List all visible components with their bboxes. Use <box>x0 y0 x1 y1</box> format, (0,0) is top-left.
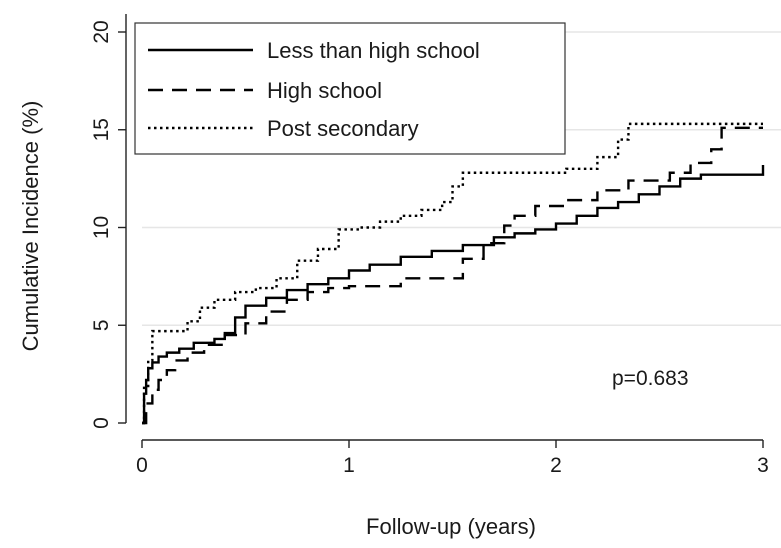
ticks: 0 5 10 15 20 0 1 2 3 <box>90 20 769 477</box>
series-line-less-than-high-school <box>142 164 765 425</box>
series-layer <box>142 122 765 425</box>
y-tick-label-2: 10 <box>90 216 113 239</box>
legend-label-high-school: High school <box>267 78 382 103</box>
x-tick-label-2: 2 <box>550 454 562 477</box>
y-tick-label-0: 0 <box>90 417 113 429</box>
x-tick-label-1: 1 <box>343 454 355 477</box>
y-tick-label-3: 15 <box>90 118 113 141</box>
axes <box>125 14 763 441</box>
p-value-annotation: p=0.683 <box>612 367 689 390</box>
x-axis-label: Follow-up (years) <box>366 514 536 539</box>
y-tick-label-4: 20 <box>90 20 113 43</box>
series-line-high-school <box>142 126 763 425</box>
legend-label-post-secondary: Post secondary <box>267 116 419 141</box>
y-axis-label: Cumulative Incidence (%) <box>18 101 43 352</box>
y-tick-label-1: 5 <box>90 319 113 331</box>
x-tick-label-3: 3 <box>757 454 769 477</box>
legend-label-less-than-high-school: Less than high school <box>267 38 480 63</box>
x-tick-label-0: 0 <box>136 454 148 477</box>
legend-box <box>134 22 566 155</box>
legend: Less than high school High school Post s… <box>134 22 566 155</box>
